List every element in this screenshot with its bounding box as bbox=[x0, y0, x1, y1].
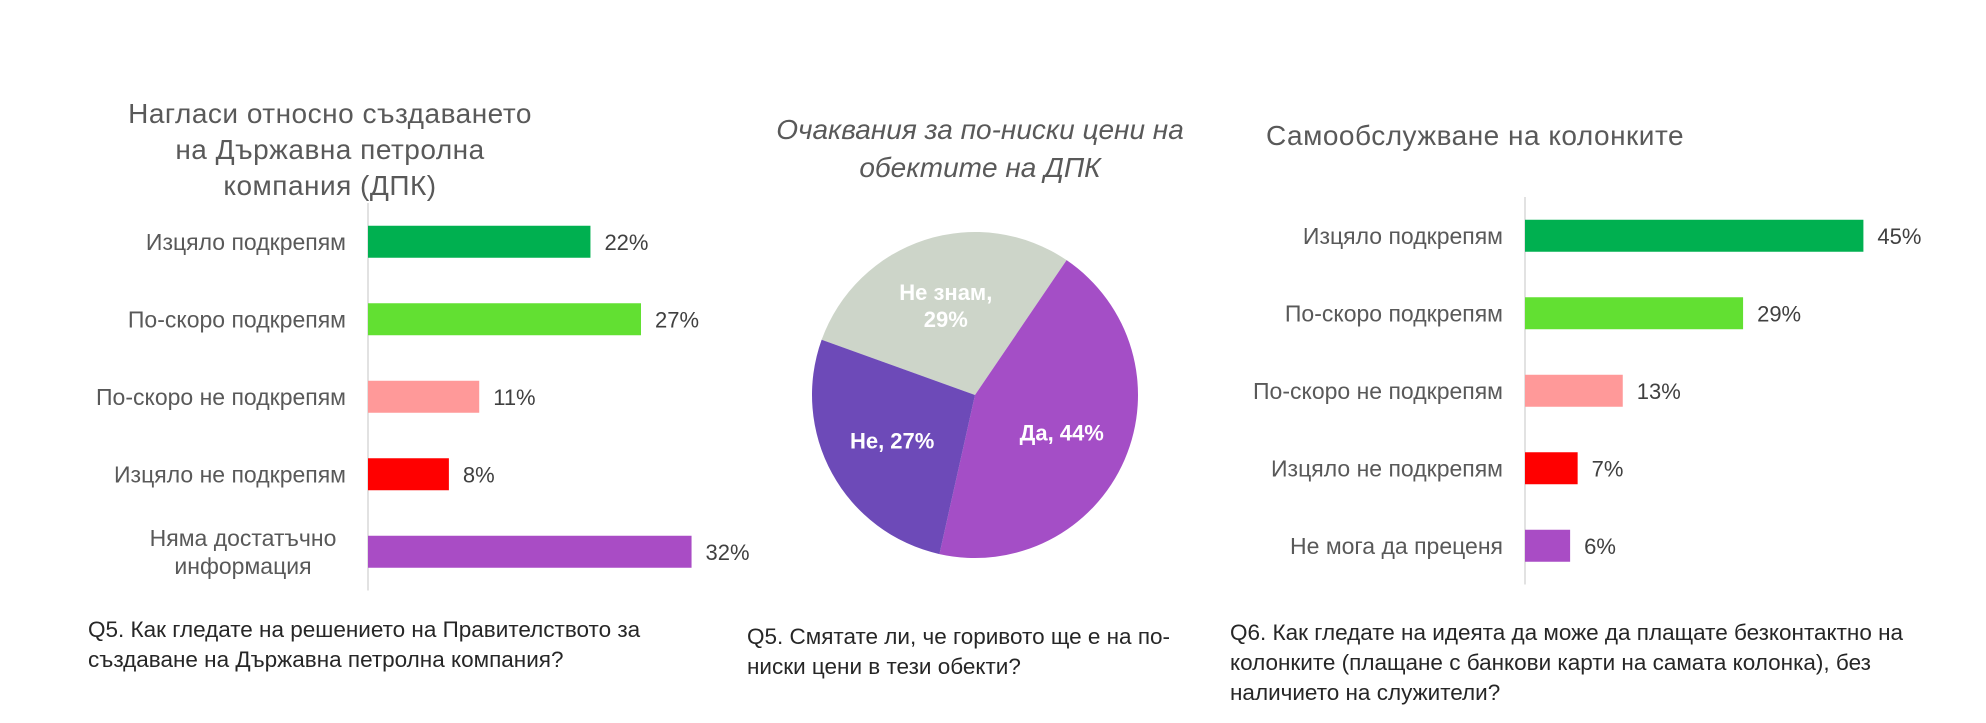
left-bar bbox=[368, 535, 692, 568]
middle-question: Q5. Смятате ли, че горивото ще е на по-н… bbox=[747, 624, 1171, 679]
right-category-label: Изцяло подкрепям bbox=[1303, 223, 1503, 249]
right-bar-chart: Изцяло подкрепям 45% По-скоро подкрепям 29%… bbox=[1253, 197, 1921, 585]
left-value-label: 11% bbox=[493, 385, 535, 410]
left-value-label: 27% bbox=[655, 307, 699, 332]
middle-chart-panel: Очаквания за по-ниски цени на обектите н… bbox=[735, 0, 1225, 723]
left-chart-panel: Нагласи относно създаването на Държавна … bbox=[0, 0, 780, 723]
pie-slice-label: Не, 27% bbox=[850, 429, 934, 454]
pie-chart-title: Очаквания за по-ниски цени на обектите н… bbox=[776, 114, 1184, 183]
left-value-label: 32% bbox=[706, 540, 750, 565]
right-value-label: 29% bbox=[1757, 301, 1801, 326]
left-chart-title: Нагласи относно създаването на Държавна … bbox=[128, 98, 532, 201]
left-bar bbox=[368, 225, 591, 258]
right-value-label: 45% bbox=[1877, 224, 1921, 249]
right-value-label: 6% bbox=[1584, 534, 1616, 559]
right-bar bbox=[1525, 219, 1864, 252]
right-bar bbox=[1525, 452, 1578, 485]
left-bar bbox=[368, 380, 480, 413]
right-value-label: 7% bbox=[1592, 456, 1624, 481]
right-bar bbox=[1525, 374, 1623, 407]
right-chart-panel: Самообслужване на колонките Изцяло подкр… bbox=[1185, 0, 1986, 723]
left-category-label: По-скоро не подкрепям bbox=[96, 384, 346, 410]
left-value-label: 22% bbox=[604, 230, 648, 255]
right-question: Q6. Как гледате на идеята да може да пла… bbox=[1230, 620, 1904, 705]
right-category-label: По-скоро не подкрепям bbox=[1253, 378, 1503, 404]
left-bar bbox=[368, 458, 449, 491]
pie-slice bbox=[812, 339, 975, 555]
left-category-label: По-скоро подкрепям bbox=[128, 306, 346, 332]
pie-slice bbox=[939, 260, 1138, 558]
right-bar bbox=[1525, 529, 1571, 562]
left-category-label: Няма достатъчно информация bbox=[150, 525, 337, 579]
pie-slice bbox=[821, 231, 1067, 395]
pie-chart: Не знам, 29% Да, 44% Не, 27% bbox=[812, 231, 1138, 558]
right-value-label: 13% bbox=[1637, 379, 1681, 404]
left-value-label: 8% bbox=[463, 462, 495, 487]
right-category-label: Не мога да преценя bbox=[1290, 533, 1503, 559]
left-bar-chart: Изцяло подкрепям 22% По-скоро подкрепям 27%… bbox=[96, 203, 750, 591]
right-bar bbox=[1525, 297, 1744, 330]
right-chart-title: Самообслужване на колонките bbox=[1265, 120, 1685, 151]
left-category-label: Изцяло подкрепям bbox=[146, 229, 346, 255]
left-category-label: Изцяло не подкрепям bbox=[114, 461, 346, 487]
pie-slice-label: Да, 44% bbox=[1020, 421, 1104, 446]
pie-slice-label: Не знам, 29% bbox=[899, 280, 992, 332]
right-category-label: По-скоро подкрепям bbox=[1285, 300, 1503, 326]
left-bar bbox=[368, 303, 641, 336]
right-category-label: Изцяло не подкрепям bbox=[1271, 455, 1503, 481]
left-question: Q5. Как гледате на решението на Правител… bbox=[88, 617, 641, 672]
